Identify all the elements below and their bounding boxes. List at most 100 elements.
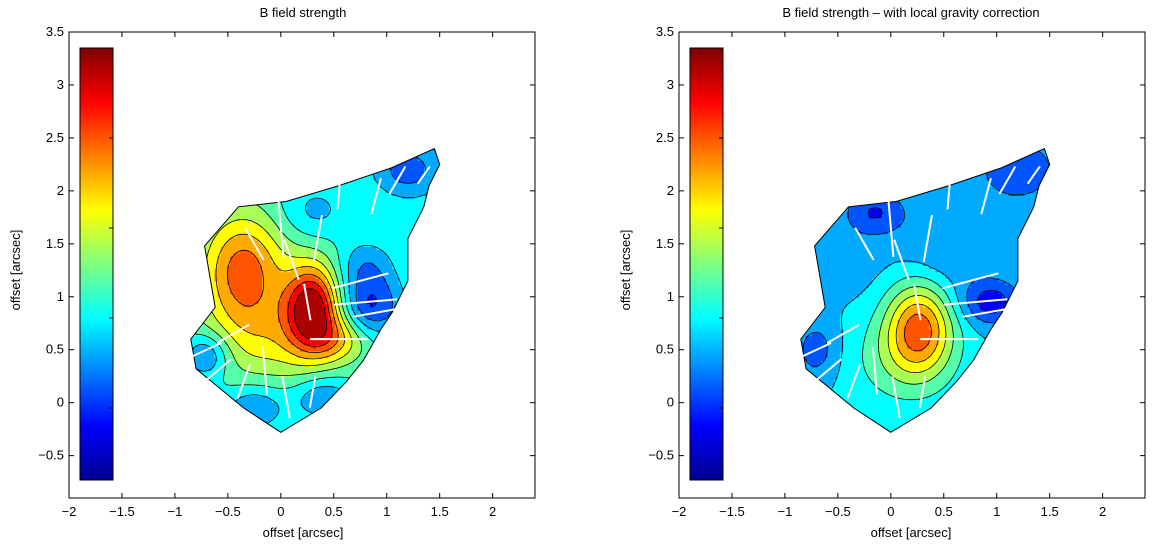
axis-ticks — [68, 31, 535, 498]
y-tick-label: 1.5 — [46, 236, 64, 251]
y-tick-label: 2.5 — [46, 130, 64, 145]
y-tick-label: 3.5 — [46, 24, 64, 39]
x-tick-label: 1 — [383, 504, 390, 519]
axis-ticks — [678, 31, 1145, 498]
x-tick-label: 0.5 — [325, 504, 343, 519]
field-vector — [1026, 165, 1041, 185]
chart-title: B field strength — [260, 5, 347, 20]
field-vector — [261, 347, 268, 395]
region-outline — [800, 147, 1051, 433]
y-tick-label: −0.5 — [38, 448, 64, 463]
field-vector — [281, 376, 291, 419]
x-tick-label: −0.5 — [215, 504, 241, 519]
field-vector — [303, 283, 312, 321]
x-tick-label: 2 — [1099, 504, 1106, 519]
field-vector — [388, 165, 407, 195]
x-tick-label: −2 — [672, 504, 687, 519]
y-tick-label: 3.5 — [656, 24, 674, 39]
colorbar — [79, 47, 114, 481]
field-vector — [216, 323, 250, 344]
field-vector — [308, 376, 317, 408]
x-tick-label: −1.5 — [109, 504, 135, 519]
y-tick-label: 2.5 — [656, 130, 674, 145]
contour-line — [887, 295, 947, 374]
contour-plot — [678, 31, 1146, 499]
field-vector — [191, 342, 222, 358]
y-tick-label: 0.5 — [46, 342, 64, 357]
field-vector — [236, 363, 252, 400]
field-vector — [943, 298, 1008, 306]
contour-line — [287, 280, 333, 347]
x-tick-label: 1 — [993, 504, 1000, 519]
field-vector — [871, 347, 878, 395]
y-axis-label: offset [arcsec] — [618, 230, 633, 311]
field-vector — [846, 363, 862, 400]
x-tick-label: 0 — [887, 504, 894, 519]
x-tick-label: −1.5 — [719, 504, 745, 519]
field-vector — [913, 283, 922, 321]
field-vector — [331, 272, 389, 290]
y-tick-label: −0.5 — [648, 448, 674, 463]
field-vector — [801, 342, 832, 358]
y-axis-label: offset [arcsec] — [8, 230, 23, 311]
field-vector — [941, 272, 999, 290]
colorbar-gradient — [79, 47, 114, 481]
colorbar — [689, 47, 724, 481]
field-vector — [416, 165, 431, 185]
x-tick-label: −2 — [62, 504, 77, 519]
contour-line — [227, 249, 339, 354]
contour-plot — [68, 31, 536, 499]
x-tick-label: −1 — [167, 504, 182, 519]
contour-line — [904, 313, 932, 352]
x-tick-label: −1 — [777, 504, 792, 519]
field-vector — [998, 165, 1017, 195]
field-vector — [887, 198, 895, 257]
x-tick-label: 0.5 — [935, 504, 953, 519]
field-vectors — [191, 165, 431, 419]
colorbar-gradient — [689, 47, 724, 481]
panel-b-field-gravity-corrected: B field strength – with local gravity co… — [618, 5, 1146, 540]
field-vectors — [801, 165, 1041, 419]
chart-title: B field strength – with local gravity co… — [782, 5, 1039, 20]
region-outline — [190, 147, 441, 433]
x-axis-label: offset [arcsec] — [263, 525, 344, 540]
x-tick-label: −0.5 — [825, 504, 851, 519]
y-tick-label: 1.5 — [656, 236, 674, 251]
x-tick-label: 0 — [277, 504, 284, 519]
y-tick-label: 0 — [667, 395, 674, 410]
y-tick-label: 0.5 — [656, 342, 674, 357]
field-vector — [812, 358, 843, 384]
contour-lines — [800, 148, 1050, 415]
field-vector — [826, 323, 860, 344]
panel-b-field: B field strength offset [arcsec] offset … — [8, 5, 536, 540]
y-tick-label: 2 — [57, 183, 64, 198]
y-tick-label: 1 — [57, 289, 64, 304]
y-tick-label: 3 — [57, 77, 64, 92]
field-vector — [370, 178, 382, 215]
y-tick-label: 1 — [667, 289, 674, 304]
contour-line — [878, 286, 954, 385]
y-tick-label: 2 — [667, 183, 674, 198]
field-vector — [854, 227, 875, 261]
field-vector — [962, 307, 1010, 318]
field-vector — [918, 376, 927, 408]
y-tick-label: 0 — [57, 395, 64, 410]
field-vector — [352, 307, 400, 318]
field-vector — [312, 214, 323, 263]
field-vector — [891, 376, 901, 419]
x-axis-label: offset [arcsec] — [871, 525, 952, 540]
field-vector — [946, 172, 952, 210]
y-tick-label: 3 — [667, 77, 674, 92]
field-vector — [922, 214, 933, 263]
field-vector — [277, 198, 285, 257]
contour-line — [215, 233, 346, 360]
x-tick-label: 1.5 — [1041, 504, 1059, 519]
x-tick-label: 1.5 — [431, 504, 449, 519]
field-vector — [980, 178, 992, 215]
field-vector — [893, 239, 910, 280]
field-vector — [283, 239, 300, 280]
x-tick-label: 2 — [489, 504, 496, 519]
field-vector — [244, 227, 265, 261]
field-vector — [202, 358, 233, 384]
